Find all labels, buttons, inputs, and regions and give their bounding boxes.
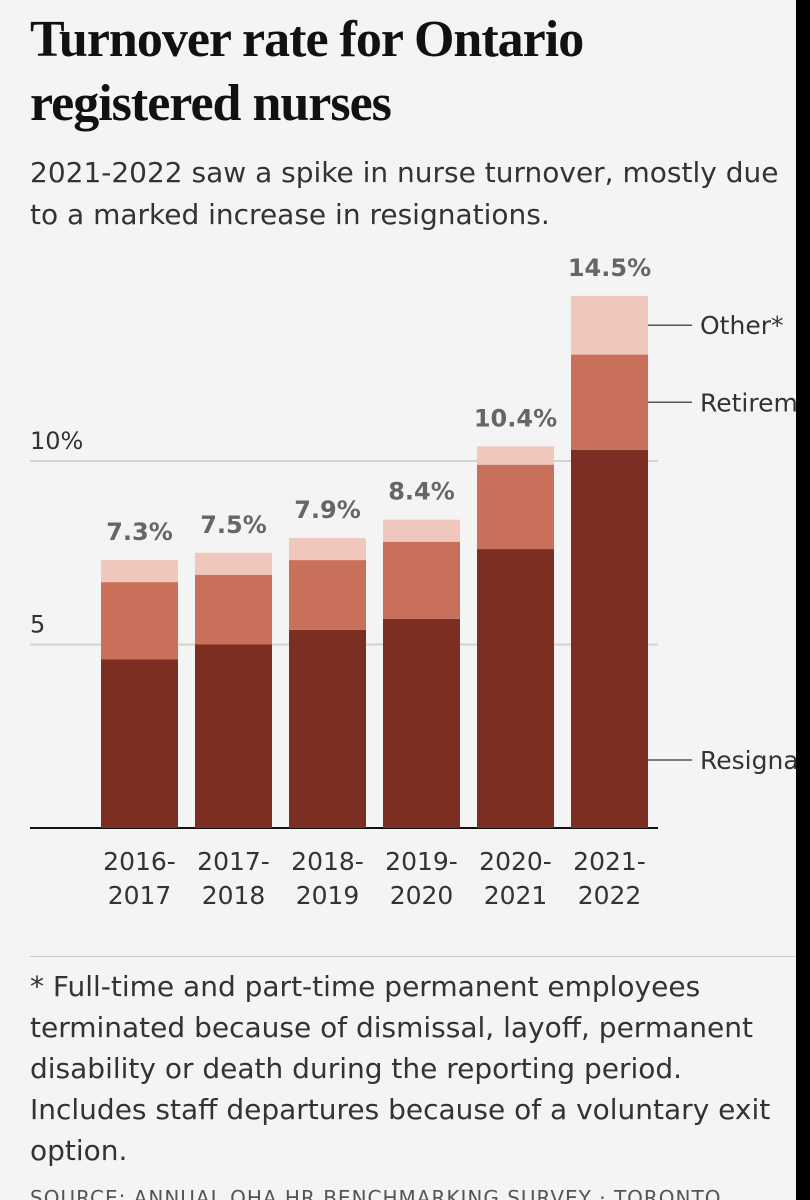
x-tick-label: 2019 [296,881,360,910]
bar-segment-other [195,552,272,575]
y-tick-label: 5 [30,611,45,639]
total-label: 8.4% [388,478,455,506]
series-label-retirements: Retireme [700,388,796,417]
stacked-bar-chart: 5 10% 7.3% 7.5% 7.9% 8.4% 10.4% 14.5% 2016- 2017 2… [30,254,796,910]
x-tick-label: 2017- [197,847,270,876]
bar-segment-retirements [477,464,554,550]
bar-segment-resignations [477,549,554,828]
bar-segment-other [289,538,366,561]
source-line: SOURCE: ANNUAL OHA HR BENCHMARKING SURVE… [30,1186,722,1200]
footnote-divider [30,956,796,957]
bar-segment-other [477,446,554,465]
x-tick-label: 2022 [578,881,642,910]
x-tick-label: 2018- [291,847,364,876]
total-label: 14.5% [568,254,651,282]
bar-segment-resignations [195,644,272,828]
x-tick-label: 2016- [103,847,176,876]
x-tick-label: 2020- [479,847,552,876]
footnote: * Full-time and part-time permanent empl… [30,970,771,1167]
x-tick-label: 2018 [202,881,266,910]
series-labels: Resignat Retireme Other* [648,311,796,775]
bar-segment-resignations [289,629,366,828]
chart-title: Turnover rate for Ontario registered nur… [30,11,584,132]
bar-segment-retirements [101,582,178,660]
labels: 5 10% 7.3% 7.5% 7.9% 8.4% 10.4% 14.5% 2016- 2017 2… [30,254,651,910]
total-label: 7.9% [294,496,361,524]
total-label: 7.5% [200,511,267,539]
bar-segment-resignations [101,659,178,828]
bars [101,295,648,828]
chart-subtitle: 2021-2022 saw a spike in nurse turnover,… [30,156,779,231]
x-tick-label: 2020 [390,881,454,910]
x-tick-label: 2019- [385,847,458,876]
total-label: 7.3% [106,518,173,546]
bar-segment-other [101,560,178,583]
bar-segment-retirements [289,560,366,630]
screen-edge [796,0,810,1200]
x-tick-label: 2021 [484,881,548,910]
y-tick-label: 10% [30,427,83,455]
x-tick-label: 2021- [573,847,646,876]
series-label-resignations: Resignat [700,746,796,775]
bar-segment-retirements [195,574,272,645]
series-label-other: Other* [700,311,783,340]
total-label: 10.4% [474,404,557,432]
bar-segment-other [383,519,460,542]
bar-segment-retirements [383,541,460,619]
bar-segment-resignations [571,449,648,828]
bar-segment-resignations [383,618,460,828]
x-tick-label: 2017 [108,881,172,910]
bar-segment-retirements [571,354,648,450]
bar-segment-other [571,295,648,355]
